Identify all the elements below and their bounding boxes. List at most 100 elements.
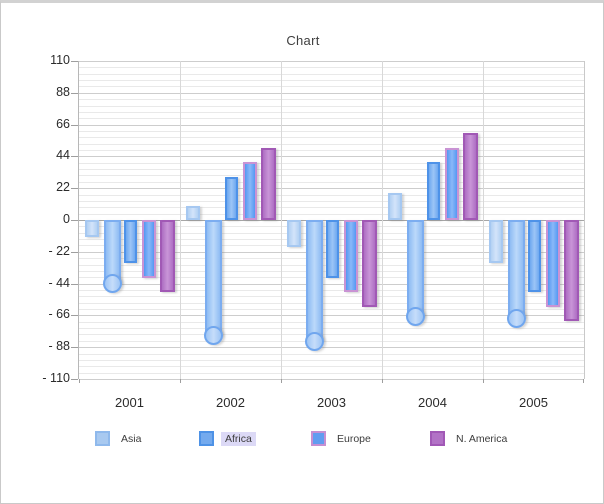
minor-gridline [79, 137, 584, 139]
minor-gridline [79, 340, 584, 342]
minor-gridline [79, 296, 584, 298]
minor-gridline [79, 118, 584, 120]
legend-label: N. America [456, 433, 508, 445]
bar-series3-2005[interactable] [528, 220, 541, 293]
bar-europe-2001[interactable] [142, 220, 156, 278]
selection-cap-marker[interactable] [204, 326, 223, 346]
bar-africa-2004[interactable] [407, 220, 424, 317]
x-axis-label: 2001 [115, 395, 144, 410]
minor-gridline [79, 200, 584, 202]
category-separator [180, 61, 181, 379]
bar-asia-2001[interactable] [85, 220, 99, 238]
minor-gridline [79, 372, 584, 374]
major-gridline [79, 315, 584, 317]
bar-africa-2005[interactable] [508, 220, 525, 319]
minor-gridline [79, 289, 584, 291]
major-gridline [79, 124, 584, 126]
y-axis-label: 22 [56, 180, 70, 195]
bar-europe-2005[interactable] [546, 220, 560, 307]
y-axis-tick [71, 188, 78, 190]
y-axis-tick [71, 315, 78, 317]
y-axis-label: - 110 [42, 371, 70, 385]
x-axis-label: 2004 [418, 395, 447, 410]
bar-n-america-2001[interactable] [160, 220, 175, 293]
minor-gridline [79, 334, 584, 336]
selection-cap-marker[interactable] [406, 307, 425, 327]
bar-europe-2003[interactable] [344, 220, 358, 293]
y-axis-label: - 22 [48, 243, 70, 258]
selection-cap-marker[interactable] [103, 274, 122, 294]
bar-series3-2002[interactable] [225, 176, 238, 220]
y-axis-tick [71, 61, 78, 62]
selection-cap-marker[interactable] [305, 331, 324, 351]
minor-gridline [79, 80, 584, 82]
legend-swatch [199, 431, 214, 446]
x-axis-tick [382, 379, 383, 383]
y-axis-label: - 88 [48, 339, 70, 354]
bar-asia-2005[interactable] [489, 220, 503, 264]
legend-label: Europe [337, 433, 371, 445]
bar-africa-2003[interactable] [306, 220, 323, 342]
y-axis-tick [71, 283, 78, 285]
bar-series3-2001[interactable] [124, 220, 137, 264]
minor-gridline [79, 353, 584, 355]
legend-swatch [311, 431, 326, 446]
bar-europe-2002[interactable] [243, 162, 257, 220]
x-axis-label: 2002 [216, 395, 245, 410]
minor-gridline [79, 359, 584, 361]
minor-gridline [79, 169, 584, 171]
minor-gridline [79, 194, 584, 196]
y-axis-label: - 44 [48, 275, 70, 290]
minor-gridline [79, 86, 584, 88]
category-separator [281, 61, 282, 379]
bar-asia-2004[interactable] [388, 192, 402, 220]
minor-gridline [79, 105, 584, 107]
bar-africa-2002[interactable] [205, 220, 222, 336]
bar-n-america-2003[interactable] [362, 220, 377, 307]
major-gridline [79, 188, 584, 190]
y-axis-label: 44 [56, 148, 70, 163]
bar-n-america-2005[interactable] [564, 220, 579, 322]
major-gridline [79, 283, 584, 285]
minor-gridline [79, 162, 584, 164]
legend: Asia Africa Europe N. America [1, 3, 603, 503]
y-axis-label: - 66 [48, 307, 70, 322]
legend-swatch [430, 431, 445, 446]
bar-series3-2003[interactable] [326, 220, 339, 278]
minor-gridline [79, 302, 584, 304]
x-axis-tick [180, 379, 181, 383]
category-separator [382, 61, 383, 379]
major-gridline [79, 379, 584, 380]
minor-gridline [79, 309, 584, 311]
y-axis-tick [71, 92, 78, 94]
legend-label: Asia [121, 433, 142, 445]
bar-asia-2002[interactable] [186, 205, 200, 220]
x-axis-label: 2005 [519, 395, 548, 410]
y-axis-tick [71, 251, 78, 253]
selection-cap-marker[interactable] [507, 308, 526, 328]
y-axis-tick [71, 220, 78, 221]
x-axis-tick [483, 379, 484, 383]
major-gridline [79, 347, 584, 349]
y-axis-tick [71, 379, 78, 380]
y-axis-label: 110 [50, 53, 70, 67]
minor-gridline [79, 67, 584, 69]
bar-europe-2004[interactable] [445, 147, 459, 220]
bar-n-america-2004[interactable] [463, 133, 478, 220]
category-separator [483, 61, 484, 379]
bar-series3-2004[interactable] [427, 162, 440, 220]
minor-gridline [79, 213, 584, 215]
x-axis-tick [583, 379, 584, 383]
minor-gridline [79, 130, 584, 132]
bar-asia-2003[interactable] [287, 220, 301, 248]
minor-gridline [79, 328, 584, 330]
bar-n-america-2002[interactable] [261, 147, 276, 220]
x-axis-label: 2003 [317, 395, 346, 410]
minor-gridline [79, 73, 584, 75]
major-gridline [79, 156, 584, 158]
minor-gridline [79, 175, 584, 177]
y-axis-tick [71, 156, 78, 158]
major-gridline [79, 61, 584, 62]
minor-gridline [79, 111, 584, 113]
